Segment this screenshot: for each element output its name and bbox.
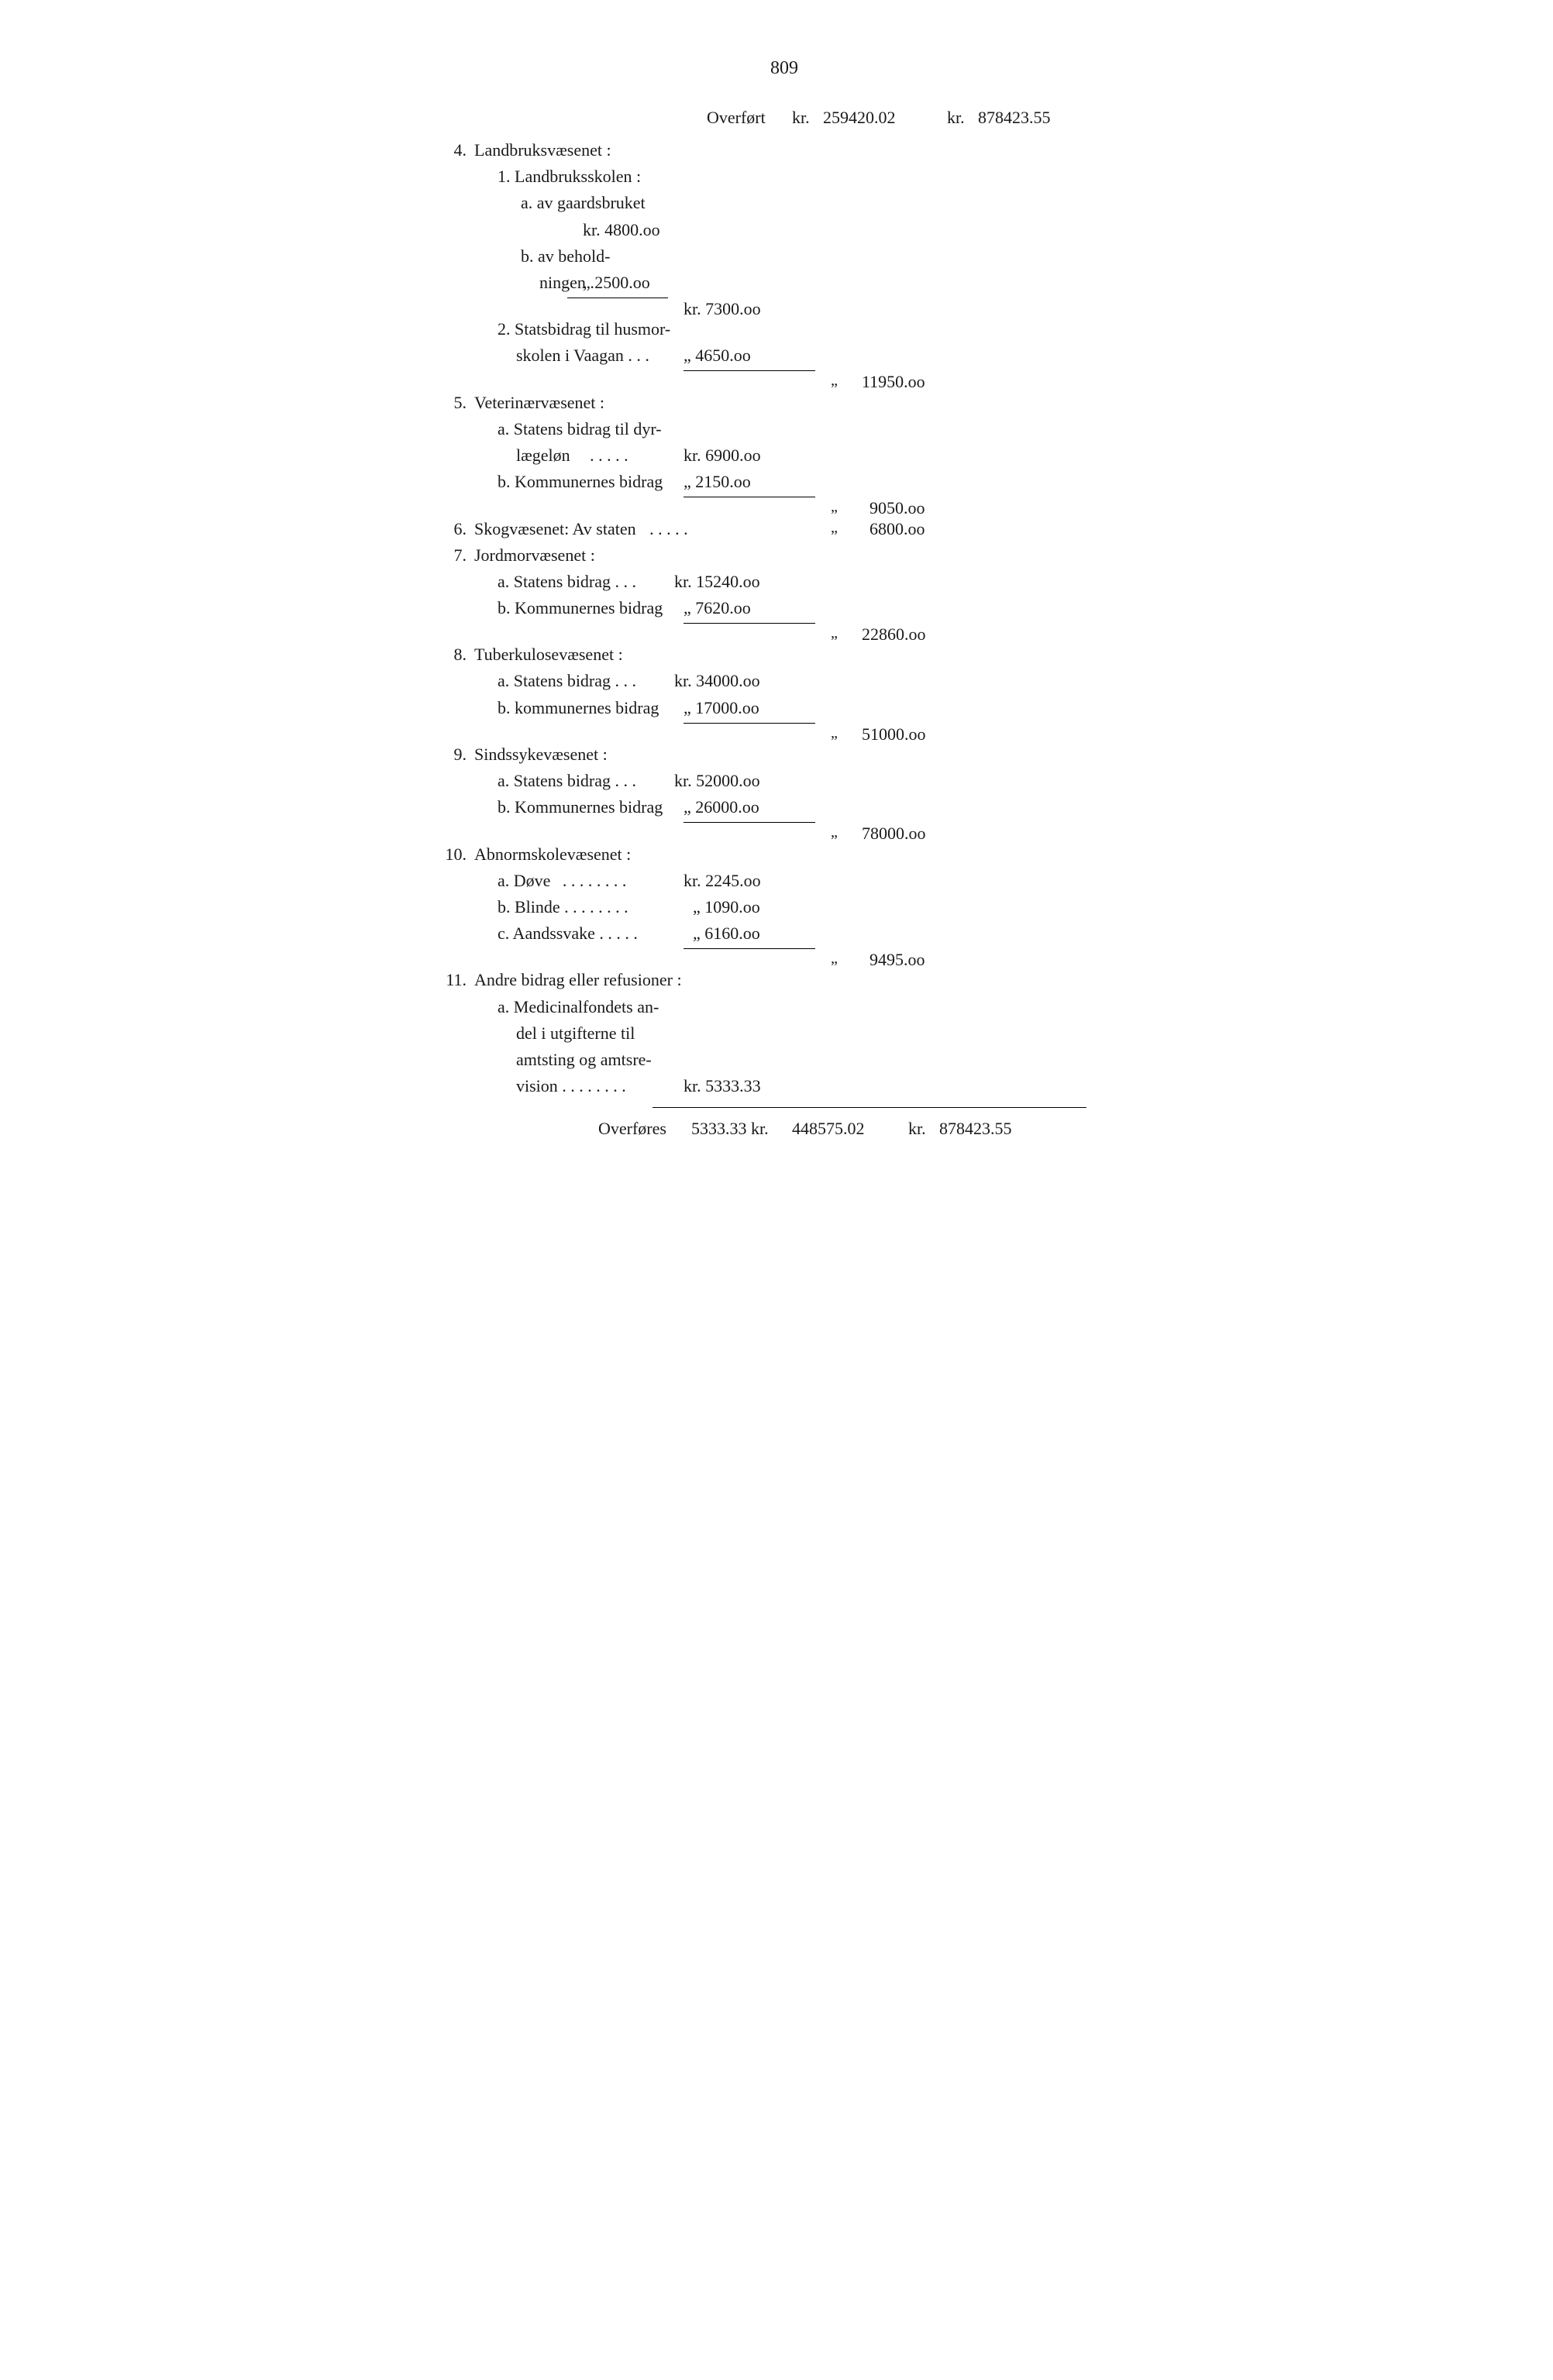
item-7-title: Jordmorvæsenet : bbox=[474, 542, 1133, 569]
rule bbox=[684, 948, 815, 949]
item-4-num: 4. bbox=[436, 137, 474, 390]
item-7-a-amount: kr. 15240.oo bbox=[674, 569, 760, 595]
item-4-sub1b-amount: „ 2500.oo bbox=[583, 270, 650, 296]
item-11-a-amount: kr. 5333.33 bbox=[684, 1073, 761, 1099]
item-5-a-dots: . . . . . bbox=[574, 445, 628, 465]
rule bbox=[684, 623, 815, 624]
item-11-a-l4: vision . . . . . . . . bbox=[516, 1076, 626, 1095]
item-4-sub1a-label: a. av gaardsbruket bbox=[474, 190, 1133, 216]
item-7-a-label: a. Statens bidrag . . . bbox=[498, 572, 636, 591]
item-5-title: Veterinærvæsenet : bbox=[474, 390, 1133, 416]
item-6-label: Skogvæsenet: Av staten bbox=[474, 519, 636, 538]
item-7-b-label: b. Kommunernes bidrag bbox=[498, 598, 663, 617]
item-4-sub1-title: Landbruksskolen : bbox=[515, 167, 641, 186]
item-6-dots: . . . . . bbox=[640, 519, 688, 538]
item-10-a-amount: kr. 2245.oo bbox=[684, 868, 761, 894]
item-9-total: 78000.oo bbox=[862, 820, 926, 847]
item-11-a-l3: amtsting og amtsre- bbox=[474, 1047, 1133, 1073]
item-4-sub1-num: 1. bbox=[498, 167, 511, 186]
item-6: 6. Skogvæsenet: Av staten . . . . . „ 68… bbox=[436, 516, 1133, 542]
item-4: 4. Landbruksvæsenet : 1. Landbruksskolen… bbox=[436, 137, 1133, 390]
page-number: 809 bbox=[436, 54, 1133, 83]
item-10-total: 9495.oo bbox=[869, 947, 925, 973]
item-4-title: Landbruksvæsenet : bbox=[474, 137, 1133, 163]
overfort-label: Overført bbox=[707, 105, 766, 131]
item-11-title: Andre bidrag eller refusioner : bbox=[474, 967, 1133, 993]
item-10-a-dots: . . . . . . . . bbox=[555, 871, 627, 890]
item-10-b-label: b. Blinde . . . . . . . . bbox=[498, 897, 628, 917]
item-11-a-l2: del i utgifterne til bbox=[474, 1020, 1133, 1047]
item-9: 9. Sindssykevæsenet : a. Statens bidrag … bbox=[436, 741, 1133, 841]
item-10-ditto: „ bbox=[831, 947, 838, 971]
item-6-ditto: „ bbox=[831, 516, 838, 540]
overfores-col3-prefix: kr. bbox=[908, 1116, 926, 1142]
item-8-num: 8. bbox=[436, 641, 474, 741]
item-10-c-label: c. Aandssvake . . . . . bbox=[498, 923, 638, 943]
item-8-a-amount: kr. 34000.oo bbox=[674, 668, 760, 694]
item-11-a-l1: a. Medicinalfondets an- bbox=[474, 994, 1133, 1020]
item-10-b-amount: „ 1090.oo bbox=[693, 894, 760, 920]
document-page: 809 Overført kr. 259420.02 kr. 878423.55… bbox=[350, 0, 1203, 1189]
overfores-label: Overføres bbox=[598, 1116, 666, 1142]
rule bbox=[684, 370, 815, 371]
item-5-a-amount: kr. 6900.oo bbox=[684, 442, 761, 469]
final-rule bbox=[653, 1107, 1086, 1108]
item-4-sub1a-amount: kr. 4800.oo bbox=[583, 217, 660, 243]
item-9-title: Sindssykevæsenet : bbox=[474, 741, 1133, 768]
overfort-col2-prefix: kr. bbox=[792, 105, 810, 131]
item-5: 5. Veterinærvæsenet : a. Statens bidrag … bbox=[436, 390, 1133, 516]
item-7-total: 22860.oo bbox=[862, 621, 926, 648]
item-8-a-label: a. Statens bidrag . . . bbox=[498, 671, 636, 690]
item-8-b-amount: „ 17000.oo bbox=[684, 695, 759, 721]
item-4-ditto: „ bbox=[831, 369, 838, 393]
item-8-total: 51000.oo bbox=[862, 721, 926, 748]
item-9-ditto: „ bbox=[831, 820, 838, 844]
item-5-num: 5. bbox=[436, 390, 474, 516]
overfores-col1: 5333.33 kr. bbox=[691, 1116, 769, 1142]
item-10: 10. Abnormskolevæsenet : a. Døve . . . .… bbox=[436, 841, 1133, 968]
item-9-num: 9. bbox=[436, 741, 474, 841]
item-7-b-amount: „ 7620.oo bbox=[684, 595, 751, 621]
item-9-a-label: a. Statens bidrag . . . bbox=[498, 771, 636, 790]
item-8-title: Tuberkulosevæsenet : bbox=[474, 641, 1133, 668]
item-6-total: 6800.oo bbox=[869, 516, 925, 542]
item-4-sub1b-label2: ningen bbox=[521, 273, 586, 292]
item-5-b-label: b. Kommunernes bidrag bbox=[498, 472, 663, 491]
item-5-b-amount: „ 2150.oo bbox=[684, 469, 751, 495]
carried-forward-footer: Overføres 5333.33 kr. 448575.02 kr. 8784… bbox=[436, 1116, 1133, 1143]
item-9-a-amount: kr. 52000.oo bbox=[674, 768, 760, 794]
item-7-ditto: „ bbox=[831, 621, 838, 645]
item-7-num: 7. bbox=[436, 542, 474, 642]
item-9-b-label: b. Kommunernes bidrag bbox=[498, 797, 663, 817]
item-4-sub2-amount: „ 4650.oo bbox=[684, 342, 751, 369]
rule bbox=[684, 822, 815, 823]
item-10-c-amount: „ 6160.oo bbox=[693, 920, 760, 947]
item-8: 8. Tuberkulosevæsenet : a. Statens bidra… bbox=[436, 641, 1133, 741]
item-11: 11. Andre bidrag eller refusioner : a. M… bbox=[436, 967, 1133, 1099]
item-5-a-label2: lægeløn bbox=[498, 445, 570, 465]
item-4-sub2-label1: Statsbidrag til husmor- bbox=[515, 319, 670, 339]
item-5-a-label1: a. Statens bidrag til dyr- bbox=[474, 416, 1133, 442]
item-8-ditto: „ bbox=[831, 721, 838, 745]
item-11-num: 11. bbox=[436, 967, 474, 1099]
rule bbox=[684, 723, 815, 724]
item-8-b-label: b. kommunernes bidrag bbox=[498, 698, 659, 717]
item-6-num: 6. bbox=[436, 516, 474, 542]
overfores-col3: 878423.55 bbox=[939, 1116, 1012, 1142]
item-4-sub2-num: 2. bbox=[498, 319, 511, 339]
item-4-total: 11950.oo bbox=[862, 369, 925, 395]
item-7: 7. Jordmorvæsenet : a. Statens bidrag . … bbox=[436, 542, 1133, 642]
item-9-b-amount: „ 26000.oo bbox=[684, 794, 759, 820]
carried-forward-header: Overført kr. 259420.02 kr. 878423.55 bbox=[436, 105, 1133, 131]
overfort-col3-value: 878423.55 bbox=[978, 105, 1051, 131]
item-4-sub2-label2: skolen i Vaagan . . . bbox=[498, 346, 649, 365]
overfores-col2: 448575.02 bbox=[792, 1116, 865, 1142]
item-10-a-label: a. Døve bbox=[498, 871, 550, 890]
item-4-sub1b-label1: b. av behold- bbox=[474, 243, 1133, 270]
item-10-title: Abnormskolevæsenet : bbox=[474, 841, 1133, 868]
overfort-col3-prefix: kr. bbox=[947, 105, 965, 131]
item-10-num: 10. bbox=[436, 841, 474, 968]
overfort-col2-value: 259420.02 bbox=[823, 105, 896, 131]
